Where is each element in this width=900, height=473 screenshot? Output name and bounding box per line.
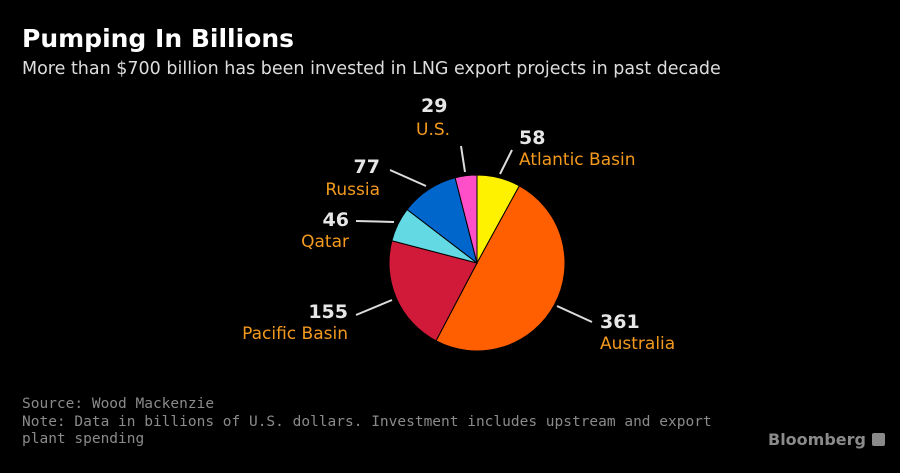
pie-slice-u-s bbox=[454, 174, 478, 264]
value-label-atlantic: 58 bbox=[519, 127, 546, 149]
value-label-russia: 77 bbox=[353, 156, 380, 178]
leader-line-atlantic bbox=[499, 149, 513, 175]
footnote: Note: Data in billions of U.S. dollars. … bbox=[22, 414, 712, 447]
pie-slice-australia bbox=[435, 185, 566, 352]
leader-line-pacific bbox=[355, 299, 393, 316]
pie-slice-pacific-basin bbox=[388, 240, 478, 342]
value-label-pacific: 155 bbox=[308, 301, 348, 323]
leader-line-us bbox=[460, 145, 466, 173]
bloomberg-chart-icon bbox=[871, 433, 885, 446]
category-label-russia: Russia bbox=[325, 180, 380, 200]
brand-name: Bloomberg bbox=[768, 430, 866, 449]
category-label-us: U.S. bbox=[416, 120, 451, 140]
value-label-qatar: 46 bbox=[322, 209, 349, 231]
chart-subtitle: More than $700 billion has been invested… bbox=[22, 59, 721, 79]
chart-title: Pumping In Billions bbox=[22, 24, 295, 53]
value-label-us: 29 bbox=[421, 95, 448, 117]
bloomberg-logo: Bloomberg bbox=[768, 430, 885, 449]
category-label-qatar: Qatar bbox=[301, 232, 349, 252]
category-label-australia: Australia bbox=[600, 334, 676, 354]
category-label-pacific: Pacific Basin bbox=[242, 324, 348, 344]
source-note: Source: Wood Mackenzie bbox=[22, 396, 215, 412]
leader-line-qatar bbox=[355, 220, 395, 223]
value-label-australia: 361 bbox=[600, 311, 640, 333]
leader-line-australia bbox=[556, 305, 593, 323]
leader-line-russia bbox=[389, 169, 427, 187]
category-label-atlantic: Atlantic Basin bbox=[519, 150, 636, 170]
